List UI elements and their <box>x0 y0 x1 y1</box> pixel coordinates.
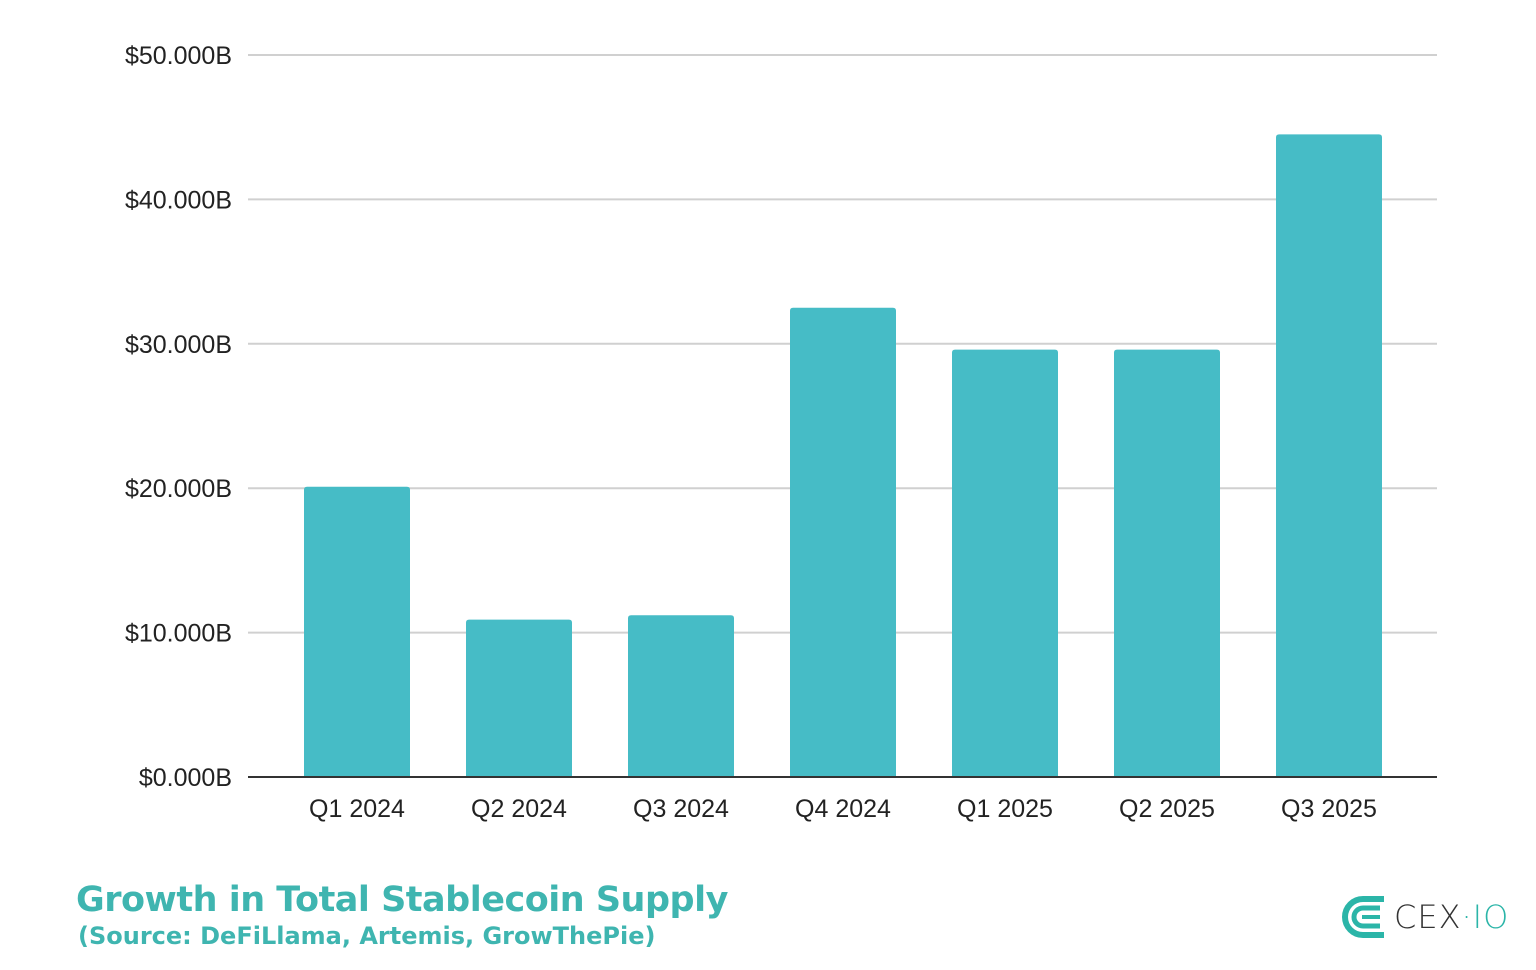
x-tick-label: Q3 2024 <box>633 795 729 823</box>
x-tick-label: Q2 2025 <box>1119 795 1215 823</box>
logo-text: CEX·IO <box>1394 898 1510 936</box>
x-tick-label: Q1 2024 <box>309 795 405 823</box>
x-tick-label: Q4 2024 <box>795 795 891 823</box>
bar <box>1276 134 1382 778</box>
y-tick-label: $20.000B <box>125 475 232 503</box>
x-tick-label: Q3 2025 <box>1281 795 1377 823</box>
bar-chart: $0.000B $10.000B $20.000B $30.000B $40.000B $… <box>125 42 1437 823</box>
x-tick-label: Q2 2024 <box>471 795 567 823</box>
bar <box>1114 349 1220 777</box>
x-tick-label: Q1 2025 <box>957 795 1053 823</box>
bar <box>952 349 1058 777</box>
cex-logo-icon <box>1342 896 1384 938</box>
chart-subtitle: (Source: DeFiLlama, Artemis, GrowThePie) <box>78 922 656 950</box>
bar <box>304 486 410 777</box>
chart-title: Growth in Total Stablecoin Supply <box>76 880 728 920</box>
y-tick-label: $50.000B <box>125 42 232 70</box>
bar <box>466 619 572 777</box>
y-tick-label: $10.000B <box>125 620 232 648</box>
bar <box>790 307 896 777</box>
y-tick-label: $30.000B <box>125 331 232 359</box>
y-tick-label: $0.000B <box>139 764 232 792</box>
y-tick-label: $40.000B <box>125 186 232 214</box>
cex-io-logo: CEX·IO <box>1340 894 1509 940</box>
bar <box>628 615 734 777</box>
